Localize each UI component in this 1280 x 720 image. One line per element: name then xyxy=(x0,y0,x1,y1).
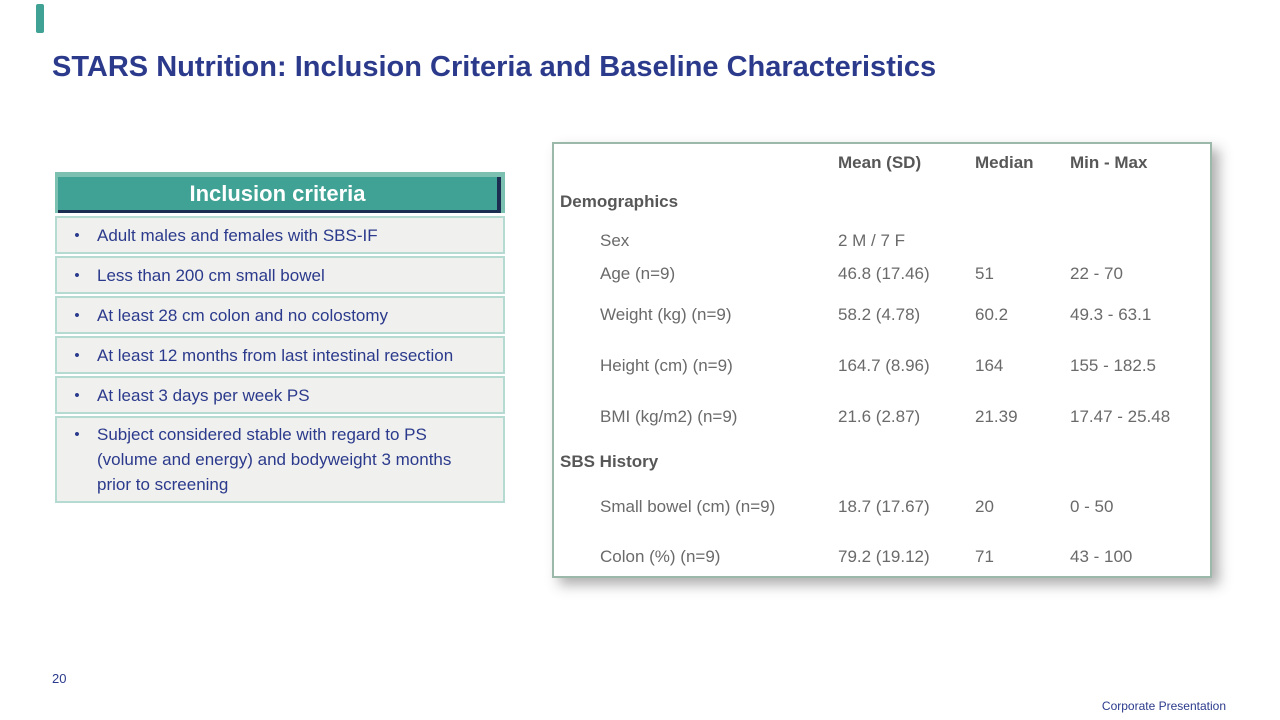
inclusion-header-wrap: Inclusion criteria xyxy=(55,172,505,213)
cell-label: Age (n=9) xyxy=(600,264,676,283)
bullet-icon: • xyxy=(74,226,80,244)
list-item-text: Subject considered stable with regard to… xyxy=(97,425,452,494)
cell-label: Colon (%) (n=9) xyxy=(600,547,721,566)
cell-median xyxy=(975,226,1070,256)
bullet-icon: • xyxy=(74,306,80,324)
list-item-text: Less than 200 cm small bowel xyxy=(97,265,325,285)
cell-label: Small bowel (cm) (n=9) xyxy=(600,497,776,516)
inclusion-header: Inclusion criteria xyxy=(58,177,501,213)
cell-label: Height (cm) (n=9) xyxy=(600,356,733,375)
cell-minmax: 17.47 - 25.48 xyxy=(1070,407,1171,426)
cell-mean: 79.2 (19.12) xyxy=(838,547,930,566)
bullet-icon: • xyxy=(74,386,80,404)
cell-minmax: 155 - 182.5 xyxy=(1070,356,1157,375)
table-header-row: Mean (SD) Median Min - Max xyxy=(554,148,1210,178)
cell-minmax: 43 - 100 xyxy=(1070,547,1133,566)
cell-median: 164 xyxy=(975,356,1004,375)
cell-minmax: 22 - 70 xyxy=(1070,264,1123,283)
inclusion-criteria-list: • Adult males and females with SBS-IF • … xyxy=(55,216,505,503)
list-item: • Subject considered stable with regard … xyxy=(55,416,505,503)
section-title-sbs-history: SBS History xyxy=(560,452,659,471)
baseline-characteristics-table: Mean (SD) Median Min - Max Demographics … xyxy=(552,142,1212,578)
cell-label: Sex xyxy=(600,231,630,250)
table-row-age: Age (n=9) 46.8 (17.46) 51 22 - 70 xyxy=(554,259,1210,289)
column-header-empty xyxy=(554,148,838,178)
table-row-bmi: BMI (kg/m2) (n=9) 21.6 (2.87) 21.39 17.4… xyxy=(554,402,1210,432)
column-header-median: Median xyxy=(975,153,1034,172)
list-item: • At least 3 days per week PS xyxy=(55,376,505,414)
list-item-text: At least 3 days per week PS xyxy=(97,385,310,405)
cell-label: Weight (kg) (n=9) xyxy=(600,305,732,324)
cell-mean: 46.8 (17.46) xyxy=(838,264,930,283)
cell-median: 21.39 xyxy=(975,407,1018,426)
cell-minmax: 49.3 - 63.1 xyxy=(1070,305,1152,324)
table-row-colon: Colon (%) (n=9) 79.2 (19.12) 71 43 - 100 xyxy=(554,542,1210,572)
page-number: 20 xyxy=(52,671,67,686)
cell-median: 20 xyxy=(975,497,994,516)
inclusion-criteria-panel: Inclusion criteria • Adult males and fem… xyxy=(55,172,505,503)
table-row-height: Height (cm) (n=9) 164.7 (8.96) 164 155 -… xyxy=(554,351,1210,381)
cell-mean: 58.2 (4.78) xyxy=(838,305,921,324)
list-item: • At least 28 cm colon and no colostomy xyxy=(55,296,505,334)
cell-mean: 21.6 (2.87) xyxy=(838,407,921,426)
list-item-text: Adult males and females with SBS-IF xyxy=(97,225,378,245)
table-row-sex: Sex 2 M / 7 F xyxy=(554,226,1210,256)
cell-median: 60.2 xyxy=(975,305,1009,324)
list-item: • Adult males and females with SBS-IF xyxy=(55,216,505,254)
cell-mean: 164.7 (8.96) xyxy=(838,356,930,375)
section-title-demographics: Demographics xyxy=(560,192,679,211)
column-header-minmax: Min - Max xyxy=(1070,153,1148,172)
bullet-icon: • xyxy=(74,426,80,443)
slide-accent-bar xyxy=(36,4,44,33)
bullet-icon: • xyxy=(74,266,80,284)
cell-minmax xyxy=(1070,226,1210,256)
list-item-text: At least 28 cm colon and no colostomy xyxy=(97,305,389,325)
table-row-small-bowel: Small bowel (cm) (n=9) 18.7 (17.67) 20 0… xyxy=(554,492,1210,522)
list-item: • Less than 200 cm small bowel xyxy=(55,256,505,294)
cell-label: BMI (kg/m2) (n=9) xyxy=(600,407,738,426)
footer-label: Corporate Presentation xyxy=(1101,699,1226,713)
cell-median: 51 xyxy=(975,264,994,283)
cell-median: 71 xyxy=(975,547,994,566)
cell-mean: 18.7 (17.67) xyxy=(838,497,930,516)
list-item: • At least 12 months from last intestina… xyxy=(55,336,505,374)
table-row-weight: Weight (kg) (n=9) 58.2 (4.78) 60.2 49.3 … xyxy=(554,300,1210,330)
column-header-mean: Mean (SD) xyxy=(838,153,922,172)
slide-title: STARS Nutrition: Inclusion Criteria and … xyxy=(52,51,937,83)
cell-mean: 2 M / 7 F xyxy=(838,231,906,250)
list-item-text: At least 12 months from last intestinal … xyxy=(97,345,454,365)
bullet-icon: • xyxy=(74,346,80,364)
cell-minmax: 0 - 50 xyxy=(1070,497,1114,516)
